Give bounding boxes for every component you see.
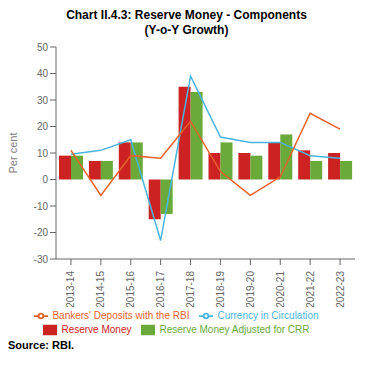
html-text:Bankers' Deposits with the RBI: Bankers' Deposits with the RBI	[52, 309, 190, 321]
svg-text:2022-23: 2022-23	[335, 271, 346, 308]
svg-text:-10: -10	[34, 201, 49, 212]
html-text:Chart II.4.3: Reserve Money -: Chart II.4.3: Reserve Money - Components…	[66, 8, 307, 37]
svg-text:20: 20	[37, 121, 49, 132]
svg-text:2017-18: 2017-18	[185, 271, 196, 308]
html-text:Reserve Money Adjusted for CRR: Reserve Money Adjusted for CRR	[159, 323, 310, 335]
svg-text:2020-21: 2020-21	[275, 271, 286, 308]
svg-text:40: 40	[37, 68, 49, 79]
svg-text:10: 10	[37, 148, 49, 159]
svg-text:2014-15: 2014-15	[95, 271, 106, 308]
svg-text:50: 50	[37, 42, 49, 53]
html-text:Currency in Circulation: Currency in Circulation	[217, 309, 319, 321]
svg-text:2021-22: 2021-22	[305, 271, 316, 308]
svg-text:Per cent: Per cent	[8, 133, 19, 174]
svg-text:-30: -30	[34, 254, 49, 265]
svg-text:30: 30	[37, 95, 49, 106]
svg-text:0: 0	[42, 174, 48, 185]
svg-text:2019-20: 2019-20	[245, 271, 256, 308]
svg-text:2016-17: 2016-17	[155, 271, 166, 308]
svg-text:-20: -20	[34, 227, 49, 238]
svg-text:2013-14: 2013-14	[65, 271, 76, 308]
svg-text:2018-19: 2018-19	[215, 271, 226, 308]
html-text:Source: RBI.: Source: RBI.	[8, 339, 74, 351]
html-text:Reserve Money: Reserve Money	[61, 323, 132, 335]
svg-text:2015-16: 2015-16	[125, 271, 136, 308]
